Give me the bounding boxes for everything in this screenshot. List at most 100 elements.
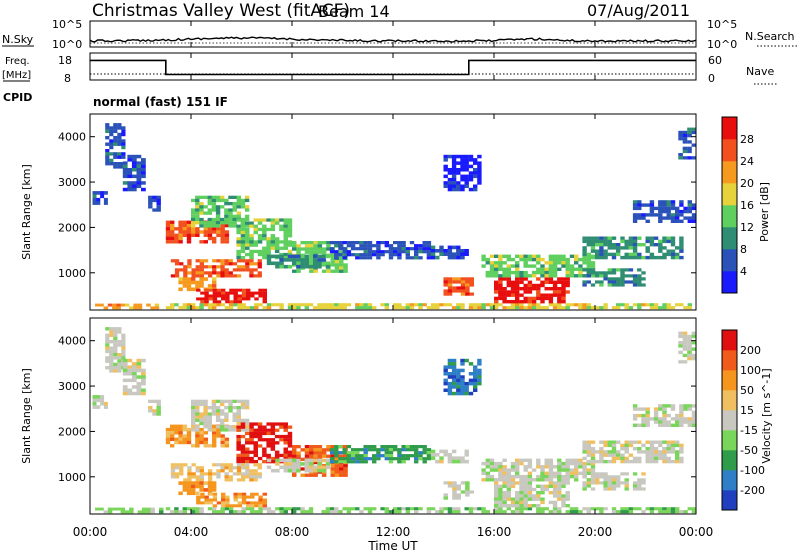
velocity-cell: [187, 472, 192, 476]
velocity-cell: [170, 437, 175, 441]
velocity-cell: [326, 445, 331, 449]
velocity-cell: [426, 507, 432, 511]
velocity-cell: [191, 428, 196, 432]
power-cell: [523, 254, 528, 258]
velocity-cell: [405, 457, 410, 461]
velocity-cell: [346, 507, 352, 511]
power-cell: [270, 218, 276, 222]
power-cell: [641, 283, 646, 287]
power-cell: [245, 306, 251, 310]
power-cell: [212, 291, 218, 295]
power-cell: [641, 277, 646, 281]
velocity-cell: [536, 504, 541, 508]
velocity-cell: [196, 495, 201, 499]
velocity-cell: [683, 407, 688, 411]
power-cell: [233, 297, 238, 301]
velocity-cell: [675, 443, 680, 448]
power-cell: [195, 265, 200, 269]
power-cell: [359, 253, 364, 257]
power-cell: [270, 237, 276, 241]
velocity-cell: [346, 451, 352, 455]
power-cell: [691, 213, 697, 217]
power-cell: [141, 181, 146, 185]
velocity-cell: [519, 458, 524, 462]
power-cell: [683, 209, 688, 214]
power-cell: [249, 268, 254, 272]
velocity-cell: [388, 460, 394, 464]
velocity-cell: [137, 510, 143, 514]
power-cell: [224, 233, 230, 237]
power-cell: [641, 213, 646, 217]
power-cell: [212, 280, 217, 285]
velocity-cell: [195, 425, 200, 429]
power-cell: [240, 237, 246, 241]
power-cell: [196, 288, 201, 292]
velocity-cell: [515, 504, 520, 508]
power-cell: [220, 230, 225, 234]
power-cell: [586, 261, 591, 265]
power-cell: [468, 187, 474, 192]
velocity-cell: [376, 448, 381, 452]
power-cell: [170, 227, 175, 231]
colorbar-tick-label: -15: [740, 424, 758, 437]
power-cell: [691, 203, 697, 207]
velocity-cell: [274, 428, 280, 432]
velocity-cell: [207, 412, 212, 416]
power-cell: [658, 249, 663, 253]
power-cell: [287, 258, 293, 262]
velocity-cell: [330, 445, 335, 449]
power-cell: [670, 203, 676, 207]
velocity-cell: [287, 441, 293, 445]
velocity-cell: [179, 469, 184, 473]
power-cell: [649, 303, 655, 307]
velocity-cell: [186, 431, 192, 435]
velocity-cell: [127, 378, 133, 383]
power-cell: [586, 239, 591, 244]
power-cell: [561, 283, 566, 288]
velocity-cell: [531, 494, 537, 498]
velocity-cell: [113, 343, 118, 347]
power-cell: [557, 261, 562, 265]
power-cell: [253, 240, 258, 244]
velocity-cell: [220, 444, 225, 448]
power-cell: [170, 306, 175, 310]
velocity-cell: [241, 466, 246, 470]
power-cell: [367, 241, 373, 245]
velocity-cell: [257, 463, 262, 467]
power-cell: [240, 227, 246, 232]
velocity-cell: [246, 504, 251, 508]
power-cell: [191, 221, 196, 225]
velocity-cell: [179, 472, 184, 476]
power-cell: [224, 230, 230, 234]
power-cell: [590, 236, 596, 240]
power-cell: [283, 246, 288, 250]
power-cell: [414, 303, 419, 307]
power-cell: [113, 123, 118, 127]
power-cell: [186, 227, 192, 231]
velocity-cell: [254, 504, 259, 508]
velocity-cell: [465, 487, 470, 491]
velocity-cell: [552, 494, 558, 498]
power-cell: [203, 195, 208, 199]
velocity-cell: [372, 507, 377, 511]
power-cell: [603, 252, 608, 257]
velocity-cell: [632, 413, 638, 418]
power-cell: [236, 205, 241, 209]
power-cell: [536, 254, 541, 258]
power-cell: [195, 230, 200, 234]
velocity-cell: [279, 438, 284, 442]
power-cell: [236, 198, 241, 203]
velocity-cell: [254, 510, 259, 514]
velocity-cell: [287, 425, 293, 429]
power-cell: [557, 300, 562, 304]
velocity-cell: [477, 378, 482, 383]
power-cell: [211, 198, 217, 203]
velocity-cell: [687, 357, 692, 361]
power-cell: [195, 211, 200, 215]
power-cell: [329, 306, 335, 310]
power-cell: [279, 303, 284, 307]
power-cell: [544, 274, 549, 278]
velocity-cell: [200, 492, 205, 496]
velocity-cell: [376, 454, 381, 458]
velocity-cell: [422, 445, 427, 449]
